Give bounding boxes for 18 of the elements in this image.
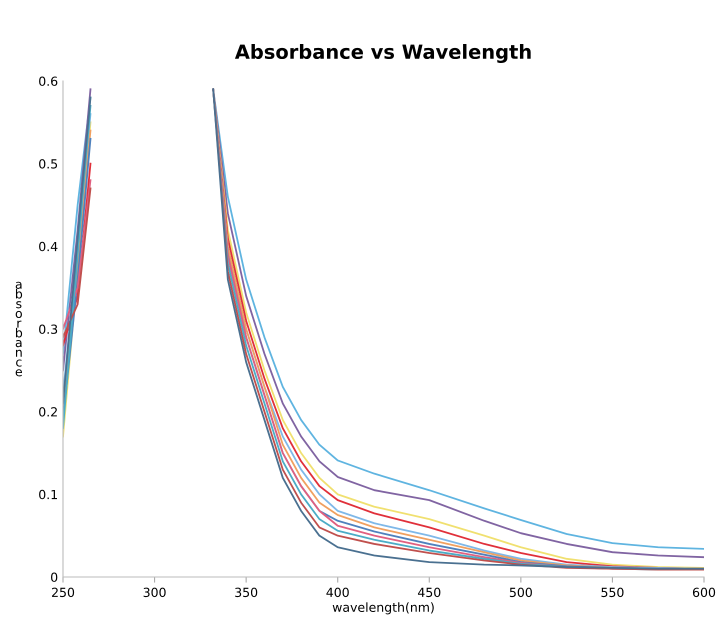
y-tick-label: 0.5 <box>39 159 58 169</box>
y-tick-label: 0.6 <box>39 76 58 86</box>
y-tick-label: 0 <box>51 572 58 582</box>
y-tick-label: 0.1 <box>39 490 57 500</box>
x-tick-label: 600 <box>692 588 716 598</box>
text: absorbance <box>16 282 22 376</box>
x-tick-label: 550 <box>601 588 624 598</box>
x-axis-title: wavelength(nm) <box>332 602 434 614</box>
chart-title: Absorbance vs Wavelength <box>234 44 531 63</box>
y-tick-label: 0.4 <box>39 242 58 252</box>
x-tick-label: 350 <box>235 588 258 598</box>
x-tick-label: 250 <box>52 588 74 598</box>
x-tick-label: 500 <box>510 588 532 598</box>
x-tick-label: 450 <box>418 588 440 598</box>
x-tick-label: 300 <box>144 588 166 598</box>
y-tick-label: 0.3 <box>39 324 58 334</box>
y-tick-label: 0.2 <box>39 407 57 417</box>
x-tick-label: 400 <box>326 588 349 598</box>
